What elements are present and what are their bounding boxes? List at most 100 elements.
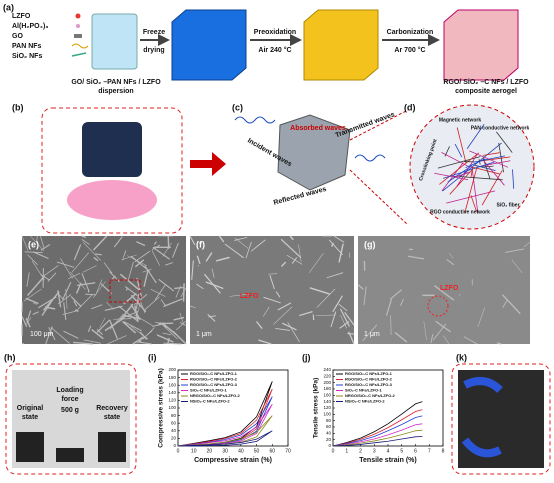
step: Air 240 °C	[258, 46, 291, 54]
fiber	[21, 235, 29, 251]
material: SiO₂ NFs	[12, 53, 42, 60]
panel-label: (i)	[148, 352, 157, 362]
fiber	[363, 286, 367, 306]
panel-c: (c) Incident waves Absorbed waves Transm…	[232, 102, 409, 226]
fiber	[121, 254, 137, 261]
fiber	[71, 252, 89, 273]
panel-label: (d)	[404, 102, 416, 112]
fiber	[287, 322, 300, 343]
fiber	[56, 261, 75, 268]
fiber	[81, 239, 90, 245]
photo-cube	[82, 122, 142, 177]
fiber	[26, 272, 30, 287]
y-axis-label: Compressive stress (kPa)	[158, 368, 165, 448]
fiber	[111, 275, 116, 281]
fiber	[434, 172, 469, 181]
fiber	[82, 242, 102, 261]
fiber	[95, 253, 102, 256]
x-tick-label: 4	[387, 448, 390, 454]
fiber	[309, 287, 330, 295]
fiber	[473, 155, 505, 163]
fiber	[460, 176, 503, 181]
fiber	[215, 256, 230, 262]
panel-label: (e)	[28, 239, 39, 249]
material: PAN NFs	[12, 43, 42, 50]
fiber	[30, 235, 45, 252]
x-tick-label: 30	[222, 448, 228, 454]
fiber	[176, 320, 187, 331]
fiber	[95, 279, 103, 296]
sem-texture	[357, 241, 531, 345]
fiber	[315, 314, 336, 316]
note: RGO conductive network	[430, 209, 490, 215]
series-line	[177, 430, 273, 447]
x-tick-label: 60	[270, 448, 276, 454]
icon	[75, 13, 81, 19]
fiber	[277, 302, 292, 311]
fiber	[130, 294, 147, 313]
fiber	[151, 244, 161, 251]
x-tick-label: 70	[285, 448, 291, 454]
fiber	[158, 278, 175, 292]
wave-label: Absorbed waves	[290, 125, 346, 132]
fiber	[299, 311, 313, 317]
y-axis-label: Tensile stress (kPa)	[313, 378, 320, 439]
fiber	[60, 258, 73, 279]
fiber	[447, 165, 473, 183]
fiber	[32, 311, 39, 315]
legend-label: SiO₂-C NFs/LZFO-1	[190, 388, 227, 393]
fiber	[179, 312, 185, 326]
fiber	[119, 273, 140, 291]
cube-yellow	[303, 9, 379, 81]
fiber	[96, 319, 111, 333]
fiber	[523, 241, 531, 248]
wave-label: Reflected waves	[273, 186, 328, 207]
aerogel	[277, 114, 351, 191]
step: Ar 700 °C	[394, 46, 425, 54]
fiber	[70, 271, 86, 290]
panel-e: (e) 100 μm	[21, 235, 187, 345]
fiber	[134, 314, 153, 326]
fiber	[163, 342, 182, 345]
fiber	[454, 171, 470, 178]
legend-label: RGO/SiO₂-C NFs/LZFO-1	[190, 371, 238, 376]
y-tick-label: 40	[171, 428, 177, 433]
panel-d: (d) Magnetic network PAN conductive netw…	[404, 102, 535, 230]
fiber	[326, 272, 344, 279]
fiber	[77, 282, 96, 287]
fiber	[435, 320, 451, 333]
fiber	[45, 326, 53, 345]
panel-k: (k)	[451, 352, 551, 475]
x-tick-label: 3	[373, 448, 376, 454]
state-label: force	[61, 396, 78, 403]
fiber	[150, 288, 166, 297]
fiber	[357, 284, 364, 290]
fiber	[41, 299, 54, 316]
fiber	[73, 300, 78, 307]
fiber	[432, 323, 447, 341]
fiber	[32, 251, 49, 260]
fiber	[389, 289, 403, 300]
panel-a: (a) LZFO Al(H₂PO₄)₃ GO PAN NFs SiO₂ NFs …	[3, 2, 529, 94]
x-tick-label: 0	[177, 448, 180, 454]
marker-label: LZFO	[240, 293, 259, 300]
fiber	[122, 320, 137, 334]
y-tick-label: 120	[168, 398, 176, 403]
fiber	[132, 336, 144, 345]
fiber	[263, 306, 270, 317]
fiber	[81, 272, 89, 291]
fiber	[153, 241, 157, 245]
fiber	[332, 295, 343, 313]
fiber	[48, 327, 56, 341]
fiber	[91, 304, 103, 310]
legend-label: SiO₂-C NFs/LZFO-1	[345, 388, 382, 393]
fiber	[73, 244, 82, 261]
y-tick-label: 160	[168, 382, 176, 387]
fiber	[40, 273, 50, 281]
icon	[71, 52, 87, 57]
state-label: 500 g	[61, 407, 79, 414]
icon	[74, 34, 82, 38]
y-tick-label: 20	[171, 436, 177, 441]
zoom-line	[349, 109, 409, 141]
fiber	[308, 253, 324, 273]
